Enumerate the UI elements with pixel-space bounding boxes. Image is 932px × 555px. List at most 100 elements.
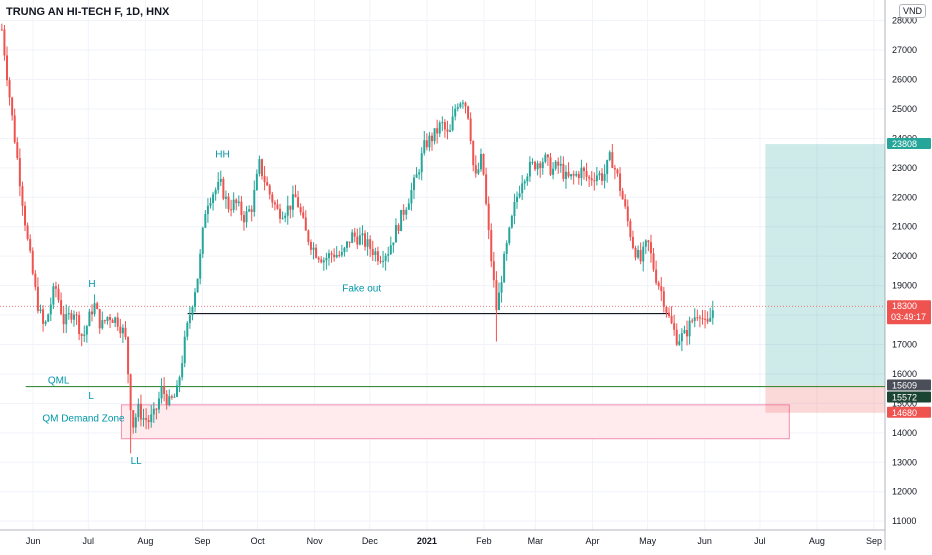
candle-body bbox=[52, 286, 55, 305]
candle-body bbox=[212, 194, 215, 204]
candle-body bbox=[443, 122, 446, 130]
candle-body bbox=[662, 291, 665, 307]
candle-body bbox=[441, 122, 444, 124]
candle-body bbox=[70, 313, 73, 320]
candle-body bbox=[477, 169, 480, 174]
x-tick-label: Dec bbox=[362, 536, 379, 546]
price-label: 14680 bbox=[892, 408, 917, 418]
candle-body bbox=[544, 154, 547, 162]
candle-body bbox=[660, 286, 663, 292]
candle-body bbox=[227, 196, 230, 210]
candle-body bbox=[188, 315, 191, 323]
x-tick-label: Oct bbox=[251, 536, 266, 546]
candle-body bbox=[546, 154, 549, 158]
candle-body bbox=[567, 171, 570, 177]
candle-body bbox=[18, 158, 21, 187]
price-label: 18300 bbox=[892, 301, 917, 311]
candle-body bbox=[631, 236, 634, 248]
candle-body bbox=[170, 396, 173, 398]
candle-body bbox=[261, 159, 264, 177]
candle-body bbox=[5, 55, 8, 81]
candle-body bbox=[348, 241, 351, 243]
candle-body bbox=[330, 253, 333, 255]
candle-body bbox=[60, 300, 63, 314]
candle-body bbox=[163, 386, 166, 394]
candle-body bbox=[160, 386, 163, 399]
candle-body bbox=[531, 161, 534, 163]
candle-body bbox=[36, 286, 39, 311]
y-tick-label: 17000 bbox=[892, 340, 917, 350]
candle-body bbox=[634, 247, 637, 258]
candle-body bbox=[611, 152, 614, 168]
y-tick-label: 20000 bbox=[892, 251, 917, 261]
candle-body bbox=[106, 316, 109, 322]
candle-body bbox=[21, 186, 24, 206]
candle-body bbox=[585, 171, 588, 177]
y-tick-label: 19000 bbox=[892, 281, 917, 291]
candle-body bbox=[446, 129, 449, 132]
currency-button[interactable]: VND bbox=[899, 4, 927, 18]
candle-body bbox=[232, 199, 235, 210]
candle-body bbox=[83, 334, 86, 336]
candle-body bbox=[245, 211, 248, 223]
candle-body bbox=[652, 253, 655, 270]
candle-body bbox=[371, 248, 374, 256]
candle-body bbox=[297, 197, 300, 208]
y-tick-label: 21000 bbox=[892, 222, 917, 232]
candle-body bbox=[255, 173, 258, 191]
candle-body bbox=[196, 278, 199, 293]
candle-body bbox=[482, 153, 485, 175]
candle-body bbox=[516, 196, 519, 202]
candle-body bbox=[209, 203, 212, 206]
chart-annotation: L bbox=[88, 391, 94, 402]
candle-body bbox=[626, 206, 629, 222]
chart-title: TRUNG AN HI-TECH F, 1D, HNX bbox=[6, 6, 170, 18]
candle-body bbox=[315, 247, 318, 258]
candle-body bbox=[608, 152, 611, 161]
candle-body bbox=[222, 178, 225, 199]
candle-body bbox=[469, 118, 472, 142]
candle-body bbox=[191, 307, 194, 316]
candle-body bbox=[384, 255, 387, 261]
candle-body bbox=[711, 310, 714, 318]
candle-body bbox=[603, 174, 606, 181]
candle-body bbox=[88, 311, 91, 327]
candle-body bbox=[248, 209, 251, 212]
candle-body bbox=[528, 161, 531, 177]
x-tick-label: Apr bbox=[585, 536, 599, 546]
candle-body bbox=[657, 282, 660, 287]
candle-body bbox=[242, 215, 245, 223]
candle-body bbox=[199, 253, 202, 279]
candle-body bbox=[351, 232, 354, 243]
chart-annotation: H bbox=[88, 279, 95, 290]
candle-body bbox=[294, 194, 297, 198]
candle-body bbox=[415, 174, 418, 178]
candle-body bbox=[181, 363, 184, 378]
candle-body bbox=[619, 173, 622, 191]
candle-body bbox=[93, 303, 96, 315]
candle-body bbox=[454, 108, 457, 117]
candle-body bbox=[358, 235, 361, 245]
candle-body bbox=[423, 140, 426, 154]
chart-annotation: QML bbox=[48, 375, 70, 386]
candle-body bbox=[709, 317, 712, 322]
candle-body bbox=[575, 173, 578, 176]
candle-body bbox=[132, 410, 135, 428]
candle-body bbox=[78, 315, 81, 335]
x-tick-label: Nov bbox=[307, 536, 324, 546]
candle-body bbox=[683, 330, 686, 334]
candle-body bbox=[449, 130, 452, 132]
candle-body bbox=[145, 418, 148, 421]
y-tick-label: 26000 bbox=[892, 75, 917, 85]
candle-body bbox=[495, 280, 498, 311]
candle-body bbox=[80, 334, 83, 336]
candle-body bbox=[116, 317, 119, 327]
candle-body bbox=[673, 323, 676, 330]
price-label: 15572 bbox=[892, 393, 917, 403]
candle-body bbox=[98, 309, 101, 329]
candle-body bbox=[65, 314, 68, 325]
countdown-label: 03:49:17 bbox=[891, 312, 926, 322]
x-tick-label: Aug bbox=[809, 536, 825, 546]
